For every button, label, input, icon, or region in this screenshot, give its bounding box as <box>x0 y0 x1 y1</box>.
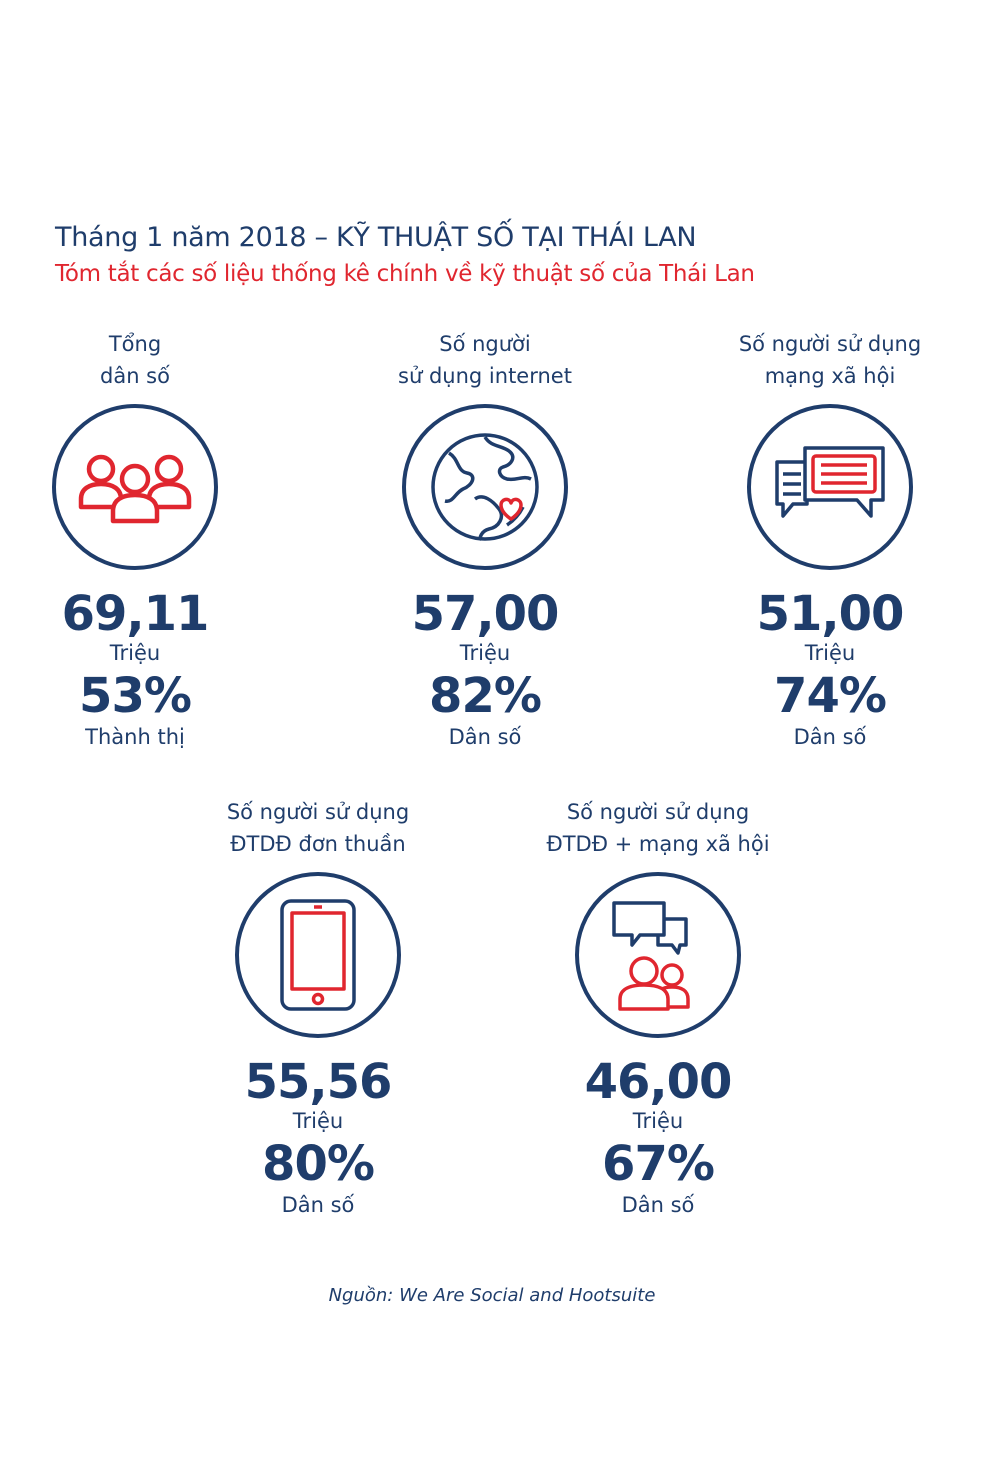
stat-internet-users: Số người sử dụng internet 57,00 Triệu 82… <box>355 328 615 752</box>
stat-percentage: 67% <box>602 1136 715 1192</box>
stat-percentage-label: Dân số <box>281 1193 355 1217</box>
globe-heart-icon <box>431 433 539 541</box>
stat-total-population: Tổng dân số 69,11 Triệu 53% Thành thị <box>5 328 265 752</box>
page-subtitle: Tóm tắt các số liệu thống kê chính về kỹ… <box>55 261 755 287</box>
stat-percentage-label: Dân số <box>793 725 867 749</box>
stat-percentage-label: Thành thị <box>85 725 185 749</box>
stat-value: 51,00 <box>756 586 905 642</box>
mobile-phone-icon <box>280 899 356 1011</box>
stat-value: 69,11 <box>61 586 210 642</box>
stat-percentage: 53% <box>79 668 192 724</box>
stat-label: Tổng dân số <box>100 332 170 388</box>
stat-percentage: 80% <box>262 1136 375 1192</box>
stat-unit: Triệu <box>109 641 161 665</box>
stat-value: 55,56 <box>244 1054 393 1110</box>
chat-bubbles-icon <box>775 446 885 518</box>
stat-icon-circle <box>235 872 401 1038</box>
stat-mobile-social-users: Số người sử dụng ĐTDĐ + mạng xã hội 46,0… <box>528 796 788 1220</box>
stat-unit: Triệu <box>632 1109 684 1133</box>
stat-unit: Triệu <box>459 641 511 665</box>
source-note: Nguồn: We Are Social and Hootsuite <box>328 1285 656 1306</box>
stat-value: 46,00 <box>584 1054 733 1110</box>
stat-label: Số người sử dụng ĐTDĐ + mạng xã hội <box>546 800 770 856</box>
stat-icon-circle <box>52 404 218 570</box>
stat-mobile-users: Số người sử dụng ĐTDĐ đơn thuần 55,56 Tr… <box>188 796 448 1220</box>
stat-percentage: 74% <box>774 668 887 724</box>
page-title: Tháng 1 năm 2018 – KỸ THUẬT SỐ TẠI THÁI … <box>55 222 697 253</box>
stat-label: Số người sử dụng internet <box>398 332 572 388</box>
stat-social-media-users: Số người sử dụng mạng xã hội 51,00 Triệu… <box>700 328 960 752</box>
stat-percentage: 82% <box>429 668 542 724</box>
stat-label: Số người sử dụng ĐTDĐ đơn thuần <box>226 800 410 856</box>
stat-unit: Triệu <box>804 641 856 665</box>
stat-unit: Triệu <box>292 1109 344 1133</box>
stat-percentage-label: Dân số <box>621 1193 695 1217</box>
people-chat-icon <box>612 901 690 1011</box>
stat-label: Số người sử dụng mạng xã hội <box>738 332 922 388</box>
stat-icon-circle <box>575 872 741 1038</box>
people-group-icon <box>78 454 192 524</box>
stat-icon-circle <box>402 404 568 570</box>
stat-icon-circle <box>747 404 913 570</box>
stat-percentage-label: Dân số <box>448 725 522 749</box>
stat-value: 57,00 <box>411 586 560 642</box>
